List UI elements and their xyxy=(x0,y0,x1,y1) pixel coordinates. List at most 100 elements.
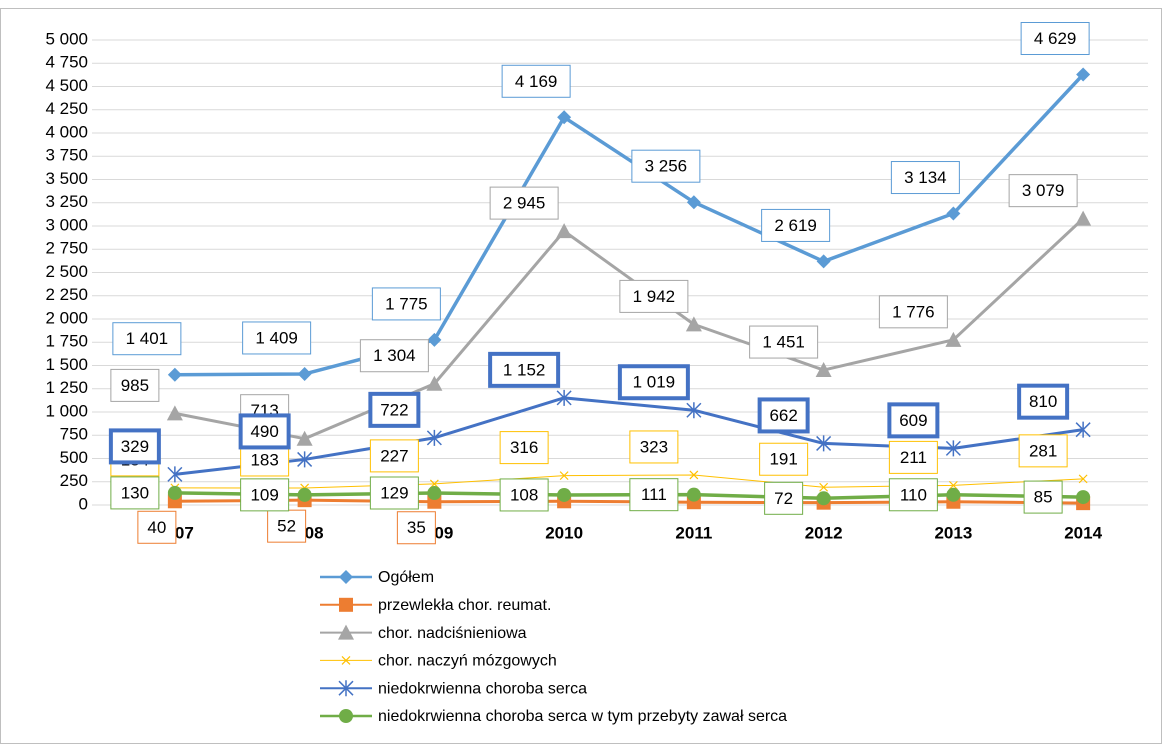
data-point xyxy=(1078,474,1088,484)
data-point xyxy=(945,440,961,457)
data-label: 316 xyxy=(510,438,538,457)
data-label-box xyxy=(489,186,559,220)
y-tick-label: 750 xyxy=(60,425,88,444)
data-point xyxy=(1076,490,1091,505)
y-tick-label: 2 750 xyxy=(45,239,88,258)
y-tick-label: 4 000 xyxy=(45,122,88,141)
data-label-box xyxy=(371,287,441,321)
data-label-box xyxy=(137,510,177,544)
data-point xyxy=(557,487,572,502)
data-label-box xyxy=(757,397,810,434)
data-label: 40 xyxy=(147,518,166,537)
series-line xyxy=(174,217,1085,441)
data-label-box xyxy=(108,428,161,465)
data-label: 227 xyxy=(380,446,408,465)
data-label-box xyxy=(368,391,421,428)
data-label: 2 619 xyxy=(774,216,817,235)
data-label: 810 xyxy=(1029,392,1057,411)
data-label: 722 xyxy=(380,400,408,419)
data-point xyxy=(557,110,572,125)
data-point xyxy=(945,331,962,347)
data-label-box xyxy=(110,368,160,402)
legend-label: chor. nadciśnieniowa xyxy=(378,625,527,642)
data-point xyxy=(686,487,701,502)
data-label: 111 xyxy=(641,485,667,504)
data-label-box xyxy=(501,64,571,98)
y-tick-label: 3 750 xyxy=(45,146,88,165)
data-label: 490 xyxy=(250,422,278,441)
x-tick-label: 2011 xyxy=(675,523,712,542)
data-point xyxy=(816,491,831,506)
data-point xyxy=(427,486,442,501)
data-point xyxy=(297,451,313,468)
legend-label: przewlekła chor. reumat. xyxy=(378,597,551,614)
data-label-box xyxy=(1018,434,1068,468)
x-tick-label: 2010 xyxy=(545,523,583,542)
y-tick-label: 250 xyxy=(60,471,88,490)
data-point xyxy=(297,366,312,381)
data-label: 281 xyxy=(1029,441,1057,460)
data-label-box xyxy=(359,339,429,373)
y-tick-label: 0 xyxy=(79,494,88,513)
data-label: 1 304 xyxy=(373,346,416,365)
y-tick-label: 1 000 xyxy=(45,401,88,420)
data-label-box xyxy=(617,364,690,401)
data-label-box xyxy=(242,321,312,355)
y-tick-label: 500 xyxy=(60,448,88,467)
data-label-box xyxy=(619,279,689,313)
data-label-box xyxy=(631,149,701,183)
data-label: 1 942 xyxy=(633,287,676,306)
data-label: 3 079 xyxy=(1022,181,1065,200)
data-point xyxy=(297,487,312,502)
x-tick-label: 2013 xyxy=(934,523,972,542)
y-tick-label: 5 000 xyxy=(45,29,88,48)
data-point xyxy=(296,430,313,446)
data-label: 183 xyxy=(250,450,278,469)
data-label-box xyxy=(878,295,948,329)
data-point xyxy=(816,435,832,452)
y-tick-label: 2 000 xyxy=(45,308,88,327)
y-tick-label: 1 500 xyxy=(45,355,88,374)
data-label-box xyxy=(764,481,804,515)
legend-marker xyxy=(341,655,351,665)
data-label-box xyxy=(1017,383,1070,420)
data-label: 985 xyxy=(121,376,149,395)
data-label-box xyxy=(488,351,561,388)
data-point xyxy=(1075,210,1092,226)
data-point xyxy=(556,223,573,239)
data-label: 3 256 xyxy=(645,157,688,176)
data-label-box xyxy=(499,478,549,512)
data-point xyxy=(819,482,829,492)
data-point xyxy=(946,206,961,221)
data-label-box xyxy=(112,322,182,356)
y-tick-label: 1 250 xyxy=(45,378,88,397)
data-point xyxy=(1076,67,1091,82)
data-point xyxy=(166,405,183,421)
y-tick-label: 2 500 xyxy=(45,262,88,281)
data-label-box xyxy=(1020,22,1090,56)
data-label-box xyxy=(749,325,819,359)
data-label: 3 134 xyxy=(904,168,947,187)
data-label-box xyxy=(369,439,419,473)
data-label-box xyxy=(267,509,307,543)
legend-marker xyxy=(338,680,354,697)
data-label: 4 169 xyxy=(515,72,558,91)
y-tick-label: 3 000 xyxy=(45,215,88,234)
data-label: 2 945 xyxy=(503,194,546,213)
data-label: 662 xyxy=(769,406,797,425)
data-point xyxy=(426,429,442,446)
legend-marker xyxy=(339,570,353,584)
data-label-box xyxy=(890,161,960,195)
data-label: 1 019 xyxy=(633,373,676,392)
data-point xyxy=(556,389,572,406)
data-label: 1 409 xyxy=(255,328,298,347)
y-tick-label: 4 250 xyxy=(45,99,88,118)
data-label-box xyxy=(761,208,831,242)
data-point xyxy=(686,195,701,210)
data-point xyxy=(948,480,958,490)
data-point xyxy=(815,362,832,378)
data-point xyxy=(816,254,831,269)
data-point xyxy=(946,487,961,502)
data-point xyxy=(167,485,182,500)
